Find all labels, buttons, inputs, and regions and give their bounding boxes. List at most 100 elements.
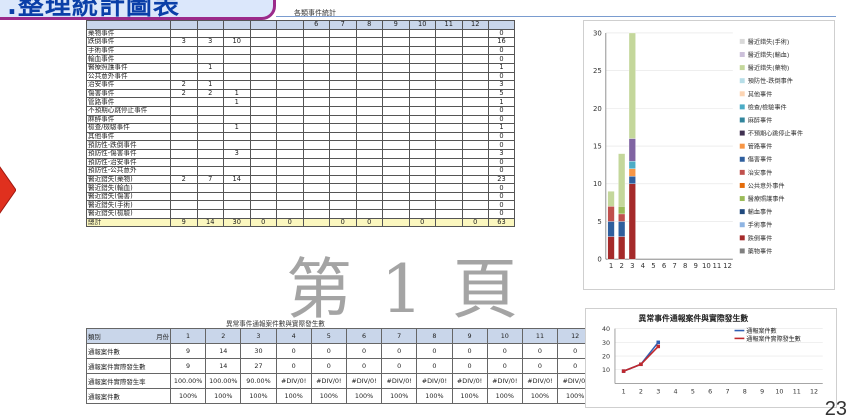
row-label-cell: 通報案件實際發生數: [86, 358, 171, 374]
report-rate-table: 類別月份123456789101112通報案件數9143000000000053…: [86, 328, 621, 404]
value-cell: [302, 131, 330, 142]
page-number: 23: [824, 398, 847, 418]
x-tick-label: 1: [609, 262, 613, 270]
legend-label: 通報案件實際發生數: [746, 335, 801, 343]
x-tick-label: 10: [702, 262, 711, 270]
month-header-cell: 6: [302, 20, 330, 30]
value-cell: [461, 97, 489, 107]
value-cell: [461, 71, 489, 82]
month-header-cell: 10: [408, 20, 436, 30]
value-cell: [408, 114, 436, 125]
table-row: 麻醉事件 0: [86, 114, 515, 125]
row-total-cell: 23: [488, 174, 515, 185]
value-cell: [355, 28, 383, 39]
value-cell: [408, 191, 436, 202]
value-cell: [382, 191, 410, 202]
value-cell: [329, 157, 357, 168]
legend-swatch: [739, 222, 745, 228]
row-label-cell: 預防性-公共意外: [86, 166, 171, 176]
value-cell: 3: [196, 37, 224, 47]
value-cell: [382, 209, 410, 219]
value-cell: [329, 114, 357, 125]
total-value-cell: 0: [355, 217, 383, 228]
value-cell: 30: [240, 343, 277, 359]
x-tick-label: 8: [683, 262, 687, 270]
value-cell: [249, 157, 277, 168]
data-point: [621, 369, 626, 373]
value-cell: [329, 148, 357, 159]
value-cell: #DIV/0!: [521, 373, 559, 389]
total-value-cell: 0: [461, 217, 489, 228]
month-header-cell: 6: [345, 328, 383, 344]
value-cell: [249, 166, 277, 176]
value-cell: [329, 97, 357, 107]
y-tick-label: 0: [597, 256, 601, 264]
month-header-cell: 2: [205, 328, 242, 344]
month-header-cell: 5: [310, 328, 347, 344]
legend-label: 手術事件: [748, 221, 773, 229]
value-cell: [170, 140, 198, 150]
value-cell: 1: [196, 62, 224, 73]
value-cell: [435, 131, 463, 142]
value-cell: 100%: [486, 388, 523, 404]
value-cell: [329, 88, 357, 99]
row-total-cell: 1: [488, 62, 515, 73]
row-label-cell: 管路事件: [86, 97, 171, 107]
value-cell: #DIV/0!: [381, 373, 418, 389]
value-cell: [382, 37, 410, 47]
value-cell: [276, 200, 304, 211]
value-cell: [196, 200, 224, 211]
value-cell: 14: [205, 358, 242, 374]
bar-segment: [628, 161, 636, 169]
month-header-cell: [170, 20, 198, 30]
value-cell: [276, 28, 304, 39]
value-cell: [461, 114, 489, 125]
value-cell: [461, 80, 489, 90]
value-cell: [382, 71, 410, 82]
table-row: 檢查/檢驗事件 1 1: [86, 123, 515, 133]
row-label-cell: 檢查/檢驗事件: [86, 123, 171, 133]
value-cell: [408, 28, 436, 39]
row-label-cell: 醫近錯失(手術): [86, 200, 171, 211]
value-cell: [355, 123, 383, 133]
x-tick-label: 5: [691, 387, 695, 395]
bar-segment: [618, 206, 626, 215]
row-label-cell: 預防性-傷害事件: [86, 148, 171, 159]
value-cell: [196, 157, 224, 168]
value-cell: [276, 131, 304, 142]
value-cell: [170, 71, 198, 82]
value-cell: 0: [451, 358, 488, 374]
value-cell: [302, 157, 330, 168]
value-cell: 0: [345, 343, 383, 359]
value-cell: [382, 54, 410, 64]
value-cell: [249, 28, 277, 39]
row-total-cell: 0: [488, 166, 515, 176]
report-line-chart: 異常事件通報案件與實際發生數 10 20 30 40 1 2 3 4 5 6 7 8 9 10 11 12 通報案…: [585, 308, 837, 408]
value-cell: [302, 166, 330, 176]
value-cell: [276, 54, 304, 64]
value-cell: [329, 105, 357, 116]
value-cell: [170, 148, 198, 159]
bar-segment: [607, 191, 615, 207]
value-cell: [435, 37, 463, 47]
x-tick-label: 11: [713, 262, 722, 270]
month-header-cell: [223, 20, 251, 30]
value-cell: 14: [205, 343, 242, 359]
value-cell: [355, 157, 383, 168]
value-cell: 0: [275, 358, 312, 374]
legend-label: 檢查/檢驗事件: [748, 103, 787, 111]
value-cell: [196, 45, 224, 56]
value-cell: [302, 140, 330, 150]
total-value-cell: 0: [276, 217, 304, 228]
value-cell: [196, 148, 224, 159]
x-tick-label: 12: [723, 262, 732, 270]
value-cell: [223, 71, 251, 82]
table-row: 醫近錯失(檢驗) 0: [86, 209, 515, 219]
value-cell: [276, 37, 304, 47]
y-tick-label: 10: [602, 366, 610, 374]
value-cell: [355, 88, 383, 99]
row-label-cell: 輸血事件: [86, 54, 171, 64]
value-cell: [382, 166, 410, 176]
y-tick-label: 25: [593, 67, 602, 75]
